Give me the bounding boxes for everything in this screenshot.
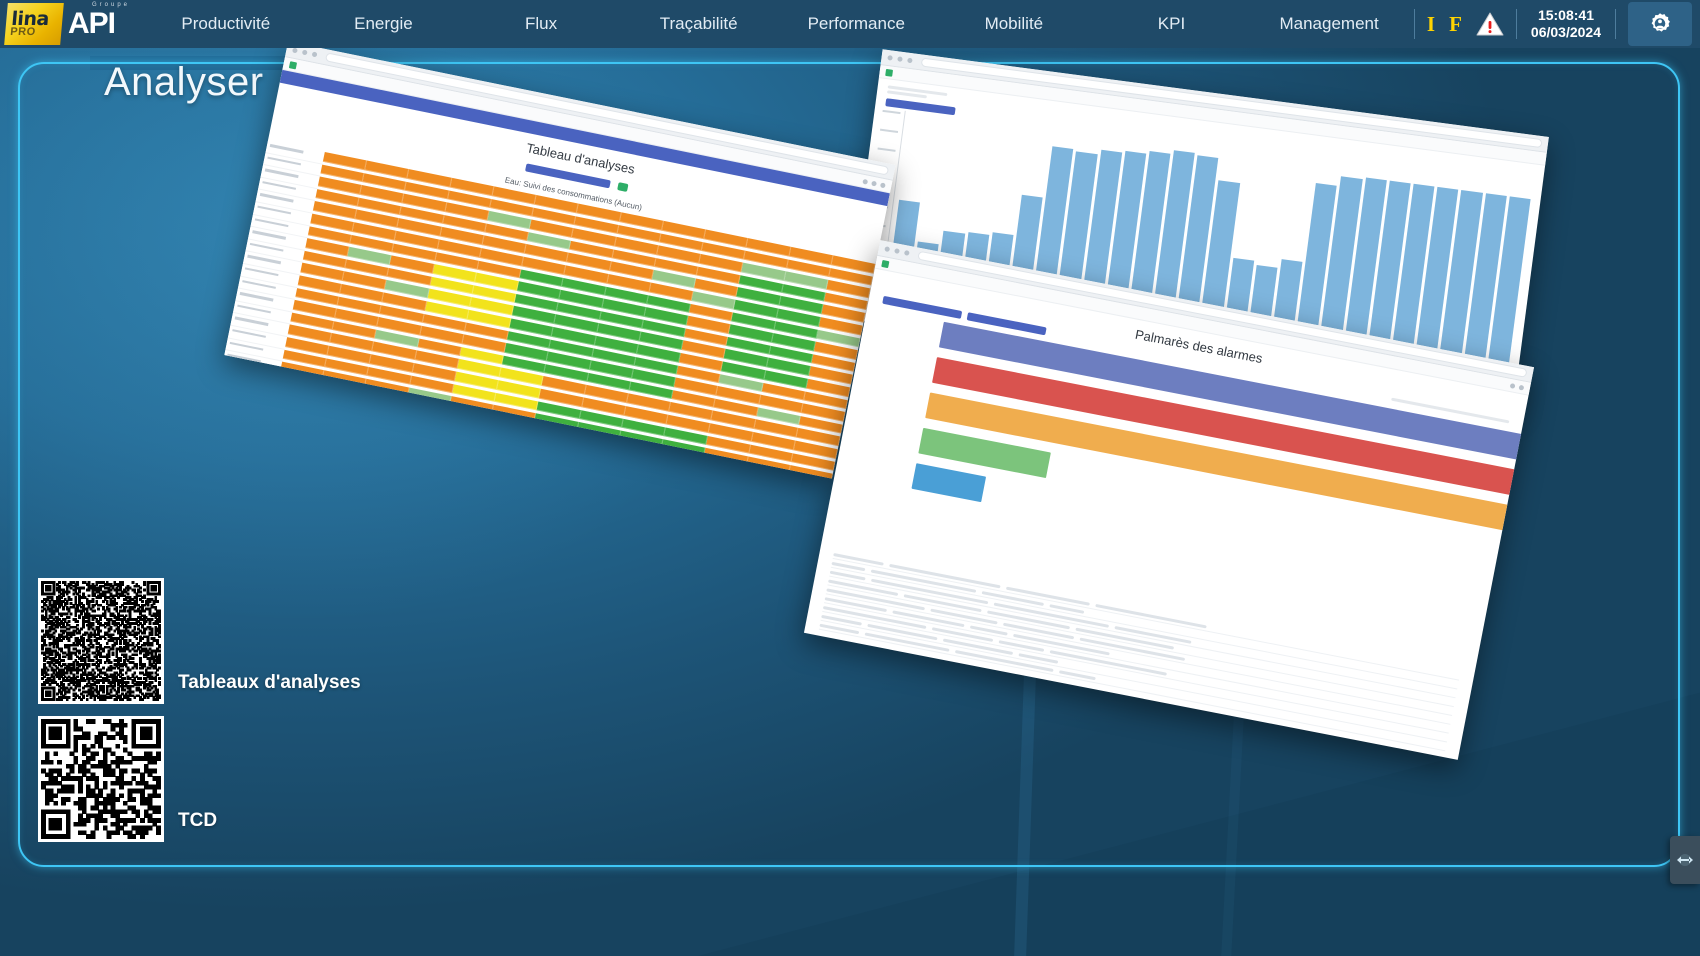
nav-item-energie[interactable]: Energie bbox=[354, 14, 413, 33]
toolbar-icon[interactable] bbox=[880, 181, 886, 188]
lina-pro-logo-tile: lina PRO bbox=[4, 3, 64, 45]
excel-button[interactable] bbox=[616, 182, 629, 192]
back-icon[interactable] bbox=[887, 55, 893, 61]
toolbar-icon[interactable] bbox=[1509, 382, 1516, 389]
axis-tick-label bbox=[877, 147, 896, 152]
qr-label-tableaux-analyses: Tableaux d'analyses bbox=[178, 672, 361, 693]
forward-icon[interactable] bbox=[301, 49, 308, 56]
alarm-bar bbox=[911, 463, 986, 503]
user-settings-button[interactable] bbox=[1628, 2, 1692, 46]
app-logo-icon bbox=[288, 60, 298, 69]
axis-tick-label bbox=[879, 128, 899, 134]
warning-triangle-icon[interactable] bbox=[1476, 12, 1504, 37]
app-logo-icon bbox=[881, 259, 890, 268]
status-indicator-group: I F bbox=[1421, 12, 1510, 37]
groupe-label: Groupe bbox=[92, 2, 131, 8]
nav-item-performance[interactable]: Performance bbox=[807, 14, 905, 33]
api-logo: Groupe API bbox=[68, 2, 127, 44]
reload-icon[interactable] bbox=[311, 51, 318, 58]
nav-item-productivite[interactable]: Productivité bbox=[181, 14, 271, 33]
qr-code-box[interactable] bbox=[38, 578, 164, 704]
nav-item-list: Productivité Energie Flux Traçabilité Pe… bbox=[147, 0, 1408, 48]
reload-icon[interactable] bbox=[907, 57, 913, 64]
indicator-i[interactable]: I bbox=[1426, 11, 1436, 36]
page-title: Analyser bbox=[104, 60, 264, 104]
nav-item-kpi[interactable]: KPI bbox=[1157, 14, 1186, 33]
qr-code-image bbox=[41, 581, 161, 701]
qr-item-tableaux-analyses[interactable]: Tableaux d'analyses bbox=[38, 578, 361, 704]
divider bbox=[1413, 9, 1415, 39]
resize-handle[interactable] bbox=[1670, 836, 1700, 884]
pro-wordmark: PRO bbox=[9, 25, 37, 38]
nav-item-mobilite[interactable]: Mobilité bbox=[984, 14, 1044, 33]
qr-label-tcd: TCD bbox=[178, 810, 218, 831]
clock-display: 15:08:41 06/03/2024 bbox=[1523, 7, 1609, 41]
current-date: 06/03/2024 bbox=[1530, 24, 1601, 40]
toolbar-icon[interactable] bbox=[871, 180, 878, 187]
forward-icon[interactable] bbox=[894, 248, 900, 254]
nav-item-tracabilite[interactable]: Traçabilité bbox=[659, 14, 738, 33]
current-time: 15:08:41 bbox=[1537, 7, 1594, 23]
qr-code-image bbox=[41, 719, 161, 839]
back-icon[interactable] bbox=[884, 246, 891, 253]
api-wordmark: API bbox=[68, 7, 116, 40]
qr-item-tcd[interactable]: TCD bbox=[38, 716, 217, 842]
app-logo-icon bbox=[885, 68, 894, 77]
lina-wordmark: lina bbox=[10, 7, 50, 30]
reload-icon[interactable] bbox=[903, 250, 910, 256]
user-gear-icon bbox=[1651, 13, 1670, 32]
toolbar-icon[interactable] bbox=[1518, 384, 1525, 391]
brand-logo[interactable]: lina PRO Groupe API bbox=[0, 0, 127, 48]
nav-item-management[interactable]: Management bbox=[1279, 14, 1379, 33]
back-icon[interactable] bbox=[292, 47, 298, 54]
qr-code-box[interactable] bbox=[38, 716, 164, 842]
nav-item-flux[interactable]: Flux bbox=[524, 14, 558, 33]
forward-icon[interactable] bbox=[897, 56, 903, 62]
divider bbox=[1615, 9, 1616, 39]
top-navigation-bar: lina PRO Groupe API Productivité Energie… bbox=[0, 0, 1700, 48]
resize-horizontal-icon bbox=[1677, 854, 1693, 866]
toolbar-icon[interactable] bbox=[862, 178, 869, 185]
indicator-f[interactable]: F bbox=[1449, 11, 1462, 36]
divider bbox=[1515, 9, 1517, 39]
